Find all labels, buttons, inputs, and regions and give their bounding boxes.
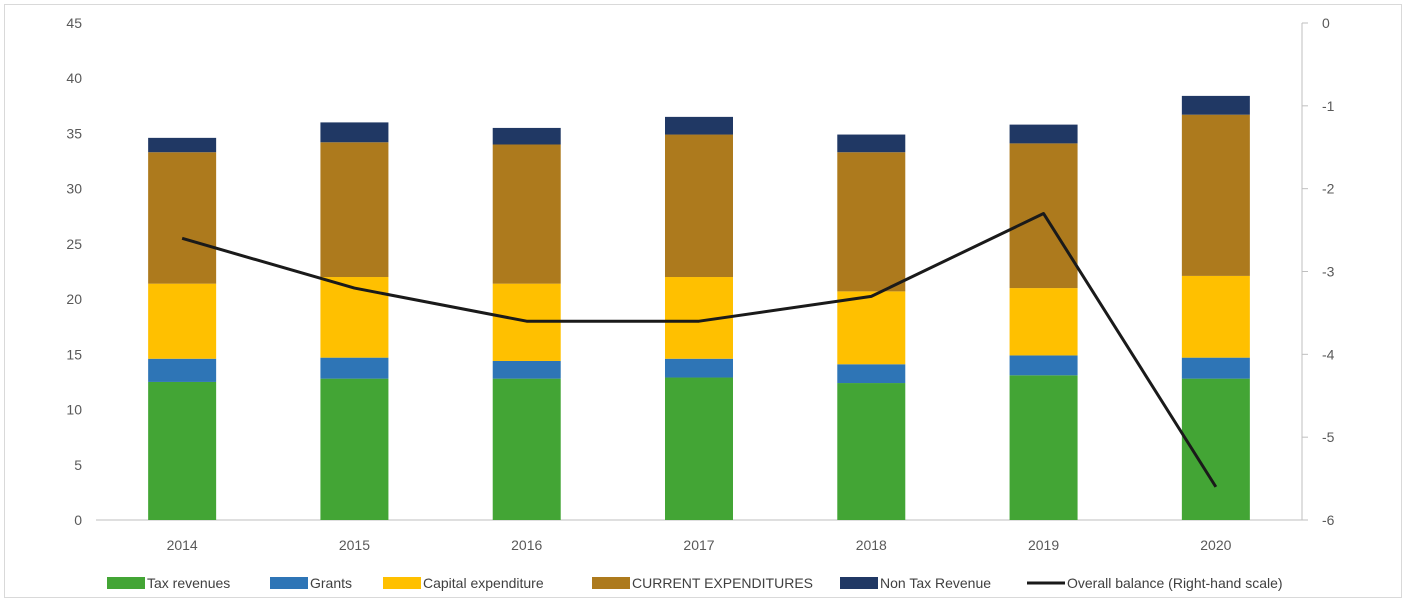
bar-segment xyxy=(320,357,389,379)
bar-segment xyxy=(148,283,217,359)
bar-segment xyxy=(320,142,389,278)
bar-segment xyxy=(148,137,217,153)
x-tick-label: 2016 xyxy=(511,537,542,553)
legend-swatch xyxy=(270,577,308,589)
bar-segment xyxy=(320,277,389,358)
legend: Tax revenues Grants Capital expenditure CUR… xyxy=(107,575,1283,591)
bar-segment xyxy=(148,381,217,520)
y-left-tick-label: 10 xyxy=(66,402,82,418)
bar-segment xyxy=(1009,288,1078,356)
bar-segment xyxy=(1009,124,1078,144)
x-tick-label: 2017 xyxy=(683,537,714,553)
bar-segment xyxy=(148,358,217,382)
legend-label: Overall balance (Right-hand scale) xyxy=(1067,575,1283,591)
bar-segment xyxy=(1181,95,1250,115)
bar-segment xyxy=(1181,275,1250,358)
legend-swatch xyxy=(840,577,878,589)
chart-frame xyxy=(4,4,1402,598)
bar-segment xyxy=(1009,355,1078,376)
x-tick-label: 2020 xyxy=(1200,537,1231,553)
legend-label: Grants xyxy=(310,575,352,591)
bar-segment xyxy=(1009,375,1078,520)
bar-segment xyxy=(837,364,906,384)
legend-label: CURRENT EXPENDITURES xyxy=(632,575,813,591)
bars xyxy=(148,95,1250,520)
bar-segment xyxy=(837,383,906,520)
bar-segment xyxy=(837,134,906,153)
axes: 0 5 10 15 20 25 30 35 40 45 0 -1 -2 -3 -4 -5 -6 2014 2015 2… xyxy=(66,15,1334,553)
legend-label: Non Tax Revenue xyxy=(880,575,991,591)
legend-label: Capital expenditure xyxy=(423,575,544,591)
bar-segment xyxy=(837,152,906,292)
y-right-tick-label: -2 xyxy=(1322,181,1335,197)
y-right-tick-label: -4 xyxy=(1322,346,1335,362)
y-left-tick-label: 15 xyxy=(66,346,82,362)
y-left-tick-label: 25 xyxy=(66,236,82,252)
bar-segment xyxy=(665,377,733,520)
bar-segment xyxy=(492,360,561,379)
bar-segment xyxy=(837,291,906,365)
y-right-tick-label: 0 xyxy=(1322,15,1330,31)
x-tick-label: 2014 xyxy=(167,537,198,553)
y-left-tick-label: 20 xyxy=(66,291,82,307)
bar-segment xyxy=(665,358,733,378)
bar-segment xyxy=(1181,114,1250,276)
bar-segment xyxy=(492,127,561,145)
bar-segment xyxy=(492,144,561,284)
y-right-tick-label: -6 xyxy=(1322,512,1335,528)
y-right-tick-label: -5 xyxy=(1322,429,1335,445)
x-tick-label: 2018 xyxy=(856,537,887,553)
y-left-tick-label: 0 xyxy=(74,512,82,528)
legend-swatch xyxy=(592,577,630,589)
legend-swatch xyxy=(383,577,421,589)
y-right-tick-label: -3 xyxy=(1322,264,1335,280)
bar-segment xyxy=(320,378,389,520)
bar-segment xyxy=(148,152,217,284)
bar-segment xyxy=(665,134,733,278)
bar-segment xyxy=(665,116,733,135)
bar-segment xyxy=(1181,357,1250,379)
bar-segment xyxy=(492,378,561,520)
legend-swatch xyxy=(107,577,145,589)
line-layer xyxy=(181,212,1218,488)
bar-segment xyxy=(320,122,389,143)
x-tick-label: 2015 xyxy=(339,537,370,553)
y-left-tick-label: 40 xyxy=(66,70,82,86)
y-left-tick-label: 45 xyxy=(66,15,82,31)
legend-label: Tax revenues xyxy=(147,575,230,591)
y-left-tick-label: 35 xyxy=(66,125,82,141)
y-right-tick-label: -1 xyxy=(1322,98,1335,114)
overall-balance-line xyxy=(181,212,1218,488)
x-tick-label: 2019 xyxy=(1028,537,1059,553)
y-left-tick-label: 30 xyxy=(66,181,82,197)
y-left-tick-label: 5 xyxy=(74,457,82,473)
